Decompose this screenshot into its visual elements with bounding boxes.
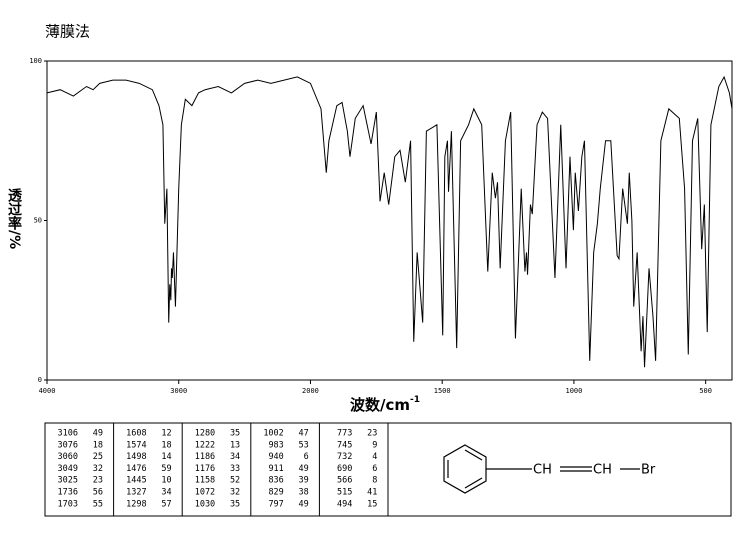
transmittance-cell: 39 <box>299 476 309 486</box>
x-axis-label: 波数/cm-1 <box>350 395 420 414</box>
wavenumber-cell: 773 <box>337 429 352 439</box>
wavenumber-cell: 732 <box>337 452 352 462</box>
wavenumber-cell: 1002 <box>263 429 283 439</box>
wavenumber-cell: 797 <box>268 499 283 509</box>
y-tick-label: 0 <box>38 376 42 384</box>
wavenumber-cell: 690 <box>337 464 352 474</box>
transmittance-cell: 59 <box>161 464 171 474</box>
transmittance-cell: 25 <box>93 452 103 462</box>
transmittance-cell: 14 <box>161 452 171 462</box>
wavenumber-cell: 3106 <box>58 429 78 439</box>
transmittance-cell: 34 <box>161 488 171 498</box>
transmittance-cell: 32 <box>93 464 103 474</box>
wavenumber-cell: 1498 <box>126 452 146 462</box>
x-label-text: 波数/cm <box>350 396 410 414</box>
transmittance-cell: 47 <box>299 429 309 439</box>
transmittance-cell: 53 <box>299 440 309 450</box>
page-title: 薄膜法 <box>45 23 90 41</box>
transmittance-cell: 49 <box>299 499 309 509</box>
transmittance-cell: 10 <box>161 476 171 486</box>
wavenumber-cell: 1158 <box>195 476 215 486</box>
transmittance-cell: 38 <box>299 488 309 498</box>
spectrum-line <box>46 75 733 368</box>
benzene-ring <box>443 444 640 494</box>
transmittance-cell: 52 <box>230 476 240 486</box>
transmittance-cell: 12 <box>161 429 171 439</box>
transmittance-cell: 32 <box>230 488 240 498</box>
wavenumber-cell: 3076 <box>58 440 78 450</box>
wavenumber-cell: 3060 <box>58 452 78 462</box>
wavenumber-cell: 1736 <box>58 488 78 498</box>
transmittance-cell: 13 <box>230 440 240 450</box>
wavenumber-cell: 1703 <box>58 499 78 509</box>
wavenumber-cell: 1186 <box>195 452 215 462</box>
y-axis-label: 透过率/% <box>6 188 22 249</box>
wavenumber-cell: 494 <box>337 499 352 509</box>
x-label-sup: -1 <box>410 395 420 405</box>
wavenumber-cell: 1445 <box>126 476 146 486</box>
transmittance-cell: 6 <box>372 464 377 474</box>
transmittance-cell: 41 <box>367 488 377 498</box>
wavenumber-cell: 1072 <box>195 488 215 498</box>
plot-frame <box>46 60 733 381</box>
transmittance-cell: 23 <box>367 429 377 439</box>
transmittance-cell: 6 <box>304 452 309 462</box>
wavenumber-cell: 1280 <box>195 429 215 439</box>
transmittance-cell: 23 <box>93 476 103 486</box>
transmittance-cell: 49 <box>93 429 103 439</box>
transmittance-cell: 55 <box>93 499 103 509</box>
wavenumber-cell: 1176 <box>195 464 215 474</box>
transmittance-cell: 34 <box>230 452 240 462</box>
transmittance-cell: 8 <box>372 476 377 486</box>
transmittance-cell: 18 <box>161 440 171 450</box>
wavenumber-cell: 1327 <box>126 488 146 498</box>
wavenumber-cell: 1222 <box>195 440 215 450</box>
wavenumber-cell: 1574 <box>126 440 146 450</box>
wavenumber-cell: 829 <box>268 488 283 498</box>
x-tick-label: 4000 <box>39 387 56 395</box>
x-tick-label: 2000 <box>302 387 319 395</box>
transmittance-cell: 4 <box>372 452 377 462</box>
y-tick-label: 100 <box>29 57 42 65</box>
transmittance-cell: 33 <box>230 464 240 474</box>
transmittance-cell: 57 <box>161 499 171 509</box>
transmittance-cell: 35 <box>230 429 240 439</box>
transmittance-cell: 15 <box>367 499 377 509</box>
transmittance-cell: 18 <box>93 440 103 450</box>
wavenumber-cell: 836 <box>268 476 283 486</box>
wavenumber-cell: 3049 <box>58 464 78 474</box>
wavenumber-cell: 1298 <box>126 499 146 509</box>
wavenumber-cell: 940 <box>268 452 283 462</box>
x-tick-label: 1500 <box>434 387 451 395</box>
x-tick-label: 3000 <box>170 387 187 395</box>
transmittance-cell: 56 <box>93 488 103 498</box>
x-tick-label: 500 <box>699 387 712 395</box>
wavenumber-cell: 515 <box>337 488 352 498</box>
x-tick-label: 1000 <box>565 387 582 395</box>
wavenumber-cell: 983 <box>268 440 283 450</box>
transmittance-cell: 35 <box>230 499 240 509</box>
wavenumber-cell: 745 <box>337 440 352 450</box>
atom-label: Br <box>641 463 656 478</box>
wavenumber-cell: 911 <box>268 464 283 474</box>
wavenumber-cell: 1608 <box>126 429 146 439</box>
wavenumber-cell: 1030 <box>195 499 215 509</box>
transmittance-cell: 49 <box>299 464 309 474</box>
wavenumber-cell: 566 <box>337 476 352 486</box>
wavenumber-cell: 1476 <box>126 464 146 474</box>
y-tick-label: 50 <box>34 217 42 225</box>
transmittance-cell: 9 <box>372 440 377 450</box>
wavenumber-cell: 3025 <box>58 476 78 486</box>
atom-label: CH <box>593 463 612 478</box>
atom-label: CH <box>533 463 552 478</box>
